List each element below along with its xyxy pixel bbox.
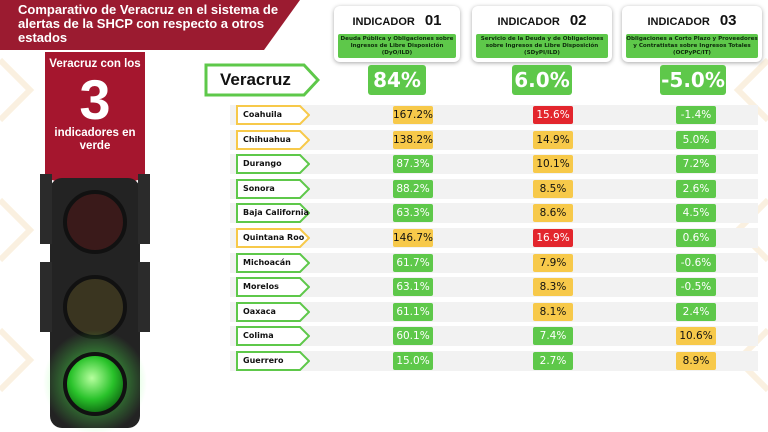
value-cell: -0.6% [676, 253, 716, 272]
state-name: Colima [243, 331, 274, 341]
indicator-card-3: INDICADOR 03 Obligaciones a Corto Plazo y… [622, 6, 762, 62]
state-name: Coahuila [243, 110, 283, 119]
state-tag [236, 228, 310, 248]
value-cell: 63.1% [393, 278, 433, 297]
state-name: Michoacán [243, 257, 291, 267]
state-name: Durango [243, 159, 282, 169]
indicator-description: Servicio de la Deuda y de Obligaciones s… [476, 34, 608, 58]
indicator-label: INDICADOR [647, 16, 710, 28]
table-row [230, 301, 758, 322]
state-name: Oaxaca [243, 306, 276, 316]
indicator-number: 03 [719, 12, 737, 29]
value-cell: 61.7% [393, 253, 433, 272]
state-tag [236, 326, 310, 347]
state-name: Quintana Roo [243, 233, 305, 242]
value-cell: 14.9% [533, 130, 573, 149]
value-cell: 15.0% [393, 352, 433, 370]
indicator-label: INDICADOR [352, 16, 415, 28]
value-cell: 10.1% [533, 155, 573, 174]
state-tag [236, 351, 310, 371]
indicator-card-1: INDICADOR 01 Deuda Pública y Obligaciones… [334, 6, 460, 62]
table-row [230, 203, 758, 224]
state-name: Guerrero [243, 356, 284, 365]
state-tag [236, 154, 310, 175]
value-cell: 8.1% [533, 302, 573, 321]
state-tag [236, 129, 310, 150]
traffic-light-icon [40, 174, 150, 432]
veracruz-badge: Veracruz con los 3 indicadores en verde [45, 52, 145, 192]
value-cell: 87.3% [393, 155, 433, 174]
state-name: Chihuahua [243, 134, 291, 144]
state-tag [236, 105, 310, 125]
table-row [230, 277, 758, 298]
value-cell: 61.1% [393, 302, 433, 321]
indicator-card-2: INDICADOR 02 Servicio de la Deuda y de Ob… [472, 6, 612, 62]
table-row [230, 129, 758, 150]
state-name: Baja California [243, 208, 309, 218]
value-cell: 146.7% [393, 229, 433, 247]
state-tag [236, 203, 310, 224]
value-cell: 5.0% [676, 130, 716, 149]
badge-line1: Veracruz con los [49, 58, 141, 70]
table-row [230, 178, 758, 199]
badge-number: 3 [79, 68, 111, 131]
veracruz-value-1: 84% [368, 65, 426, 95]
state-tag [236, 252, 310, 273]
veracruz-tag [204, 63, 320, 97]
indicator-description: Deuda Pública y Obligaciones sobre Ingre… [338, 34, 456, 58]
value-cell: 8.9% [676, 352, 716, 370]
value-cell: 0.6% [676, 229, 716, 247]
table-row [230, 105, 758, 125]
state-tag [236, 277, 310, 298]
value-cell: 8.5% [533, 179, 573, 198]
state-tag [236, 301, 310, 322]
table-row [230, 228, 758, 248]
value-cell: 138.2% [393, 130, 433, 149]
state-name: Sonora [243, 183, 275, 193]
indicator-label: INDICADOR [497, 16, 560, 28]
value-cell: 2.4% [676, 302, 716, 321]
value-cell: 60.1% [393, 327, 433, 346]
veracruz-value-3: -5.0% [660, 65, 726, 95]
value-cell: 15.6% [533, 106, 573, 124]
value-cell: 7.2% [676, 155, 716, 174]
state-tag [236, 178, 310, 199]
indicator-number: 02 [569, 12, 587, 29]
value-cell: 167.2% [393, 106, 433, 124]
value-cell: -1.4% [676, 106, 716, 124]
state-name: Morelos [243, 282, 279, 292]
value-cell: -0.5% [676, 278, 716, 297]
veracruz-value-2: 6.0% [512, 65, 572, 95]
value-cell: 63.3% [393, 204, 433, 223]
table-row [230, 326, 758, 347]
value-cell: 16.9% [533, 229, 573, 247]
value-cell: 8.6% [533, 204, 573, 223]
value-cell: 2.6% [676, 179, 716, 198]
value-cell: 7.9% [533, 253, 573, 272]
table-row [230, 351, 758, 371]
value-cell: 10.6% [676, 327, 716, 346]
veracruz-label: Veracruz [220, 70, 291, 89]
value-cell: 8.3% [533, 278, 573, 297]
indicator-description: Obligaciones a Corto Plazo y Proveedores… [626, 34, 758, 58]
value-cell: 88.2% [393, 179, 433, 198]
table-row [230, 252, 758, 273]
indicator-number: 01 [424, 12, 442, 29]
page-title: Comparativo de Veracruz en el sistema de… [0, 0, 300, 50]
table-row [230, 154, 758, 175]
badge-line2: indicadores en verde [54, 127, 136, 152]
value-cell: 7.4% [533, 327, 573, 346]
value-cell: 2.7% [533, 352, 573, 370]
value-cell: 4.5% [676, 204, 716, 223]
